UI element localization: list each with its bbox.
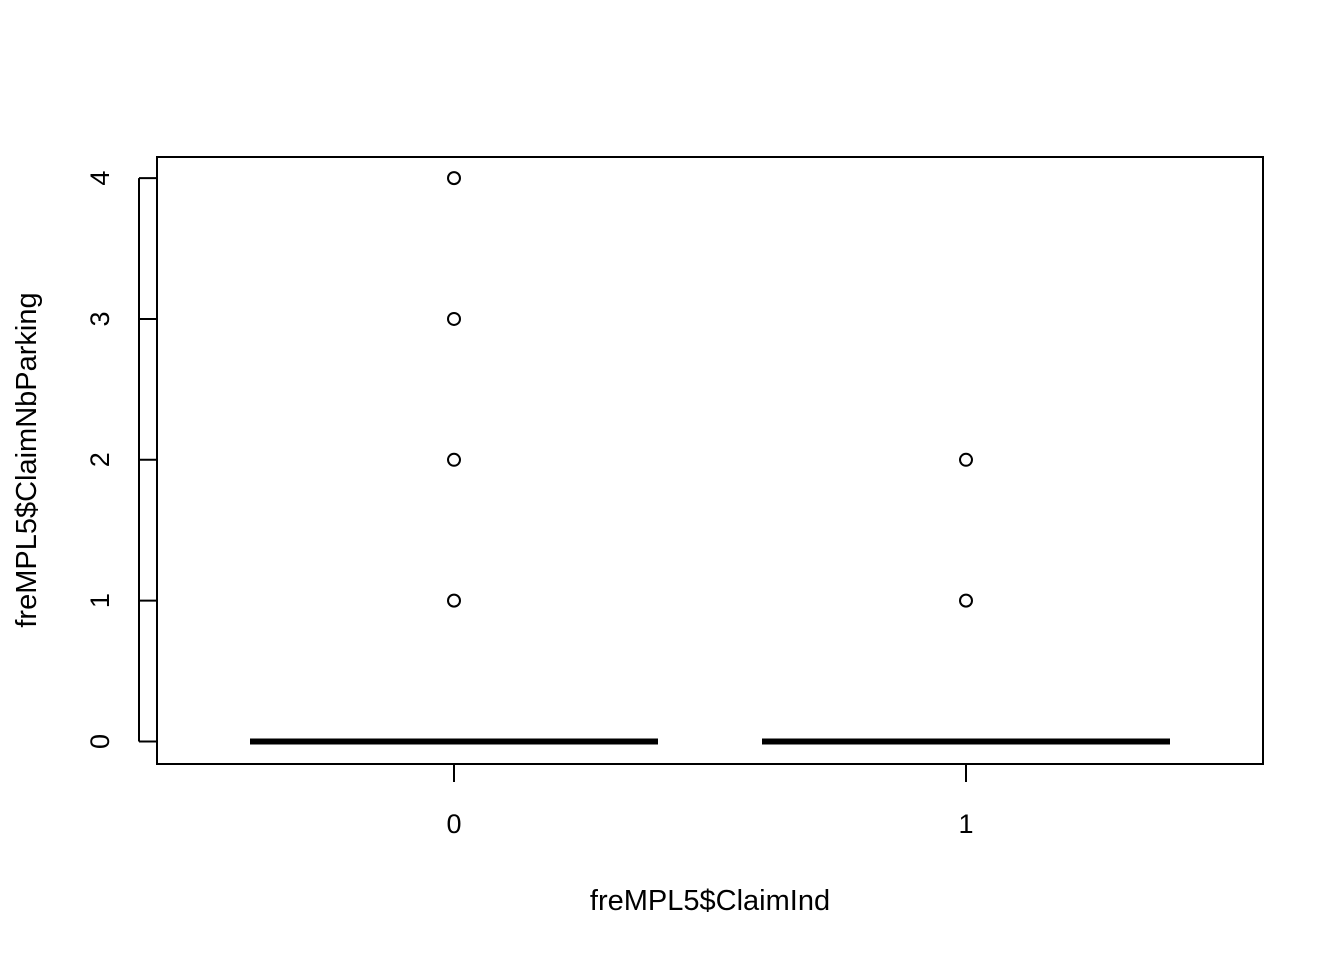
outlier-point — [959, 452, 973, 467]
outlier-point — [447, 593, 461, 608]
outlier-point — [447, 171, 461, 186]
outlier-point — [447, 452, 461, 467]
x-axis-label: freMPL5$ClaimInd — [590, 885, 830, 917]
y-tick-label: 0 — [85, 734, 115, 749]
y-tick-label: 3 — [85, 311, 115, 326]
y-axis-label: freMPL5$ClaimNbParking — [11, 292, 43, 627]
x-tick-label: 0 — [446, 809, 461, 839]
outlier-point — [959, 593, 973, 608]
plot-frame — [156, 156, 1264, 765]
y-tick-label: 1 — [85, 593, 115, 608]
box-series — [250, 171, 1170, 745]
x-tick-label: 1 — [958, 809, 973, 839]
box-0 — [250, 171, 658, 745]
y-tick-label: 4 — [85, 171, 115, 186]
y-axis: 0 1 2 3 4 — [85, 171, 157, 749]
outlier-point — [447, 311, 461, 326]
box-1 — [762, 452, 1170, 745]
y-tick-label: 2 — [85, 452, 115, 467]
